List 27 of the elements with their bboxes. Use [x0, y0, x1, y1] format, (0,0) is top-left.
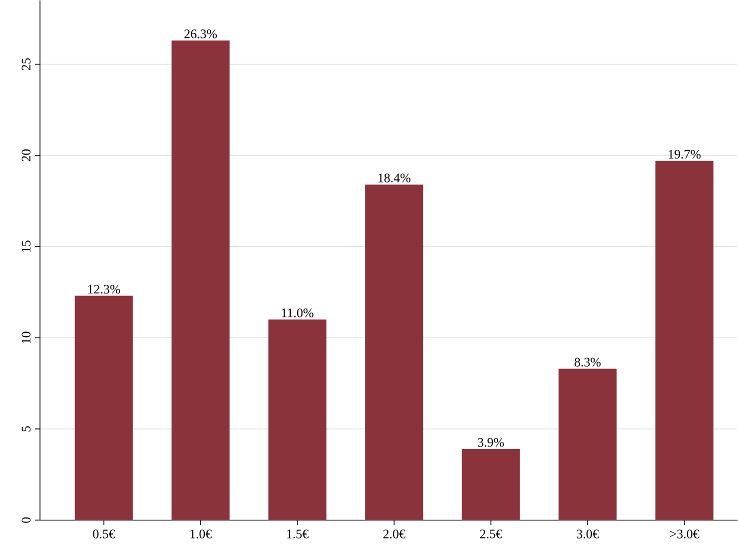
x-tick-label: >3.0€ [670, 530, 700, 538]
y-tick-label: 10 [22, 332, 30, 344]
bar [462, 448, 520, 520]
x-tick-label: 0.5€ [93, 530, 115, 538]
bar [365, 184, 424, 520]
x-tick-label: 3.0€ [576, 530, 599, 538]
data-label: 3.9% [478, 438, 504, 447]
data-label: 11.0% [282, 308, 314, 318]
data-label: 12.3% [88, 284, 120, 294]
y-tick-label: 5 [22, 426, 30, 432]
bar [558, 368, 617, 520]
bar [172, 40, 230, 520]
x-tick-label: 1.0€ [190, 530, 212, 538]
y-tick-label: 15 [22, 240, 30, 252]
bar [655, 160, 714, 520]
x-tick-label: 2.5€ [480, 530, 502, 538]
data-label: 26.3% [184, 29, 217, 38]
data-label: 18.4% [378, 174, 410, 182]
y-tick-label: 25 [22, 58, 30, 70]
y-tick-label: 0 [22, 517, 30, 523]
data-label: 19.7% [668, 150, 701, 159]
x-tick-label: 1.5€ [287, 530, 308, 538]
x-tick-label: 2.0€ [383, 530, 406, 538]
data-label: 8.3% [574, 358, 601, 367]
bar [74, 296, 133, 520]
bar [268, 319, 326, 520]
y-tick-label: 20 [22, 149, 30, 162]
